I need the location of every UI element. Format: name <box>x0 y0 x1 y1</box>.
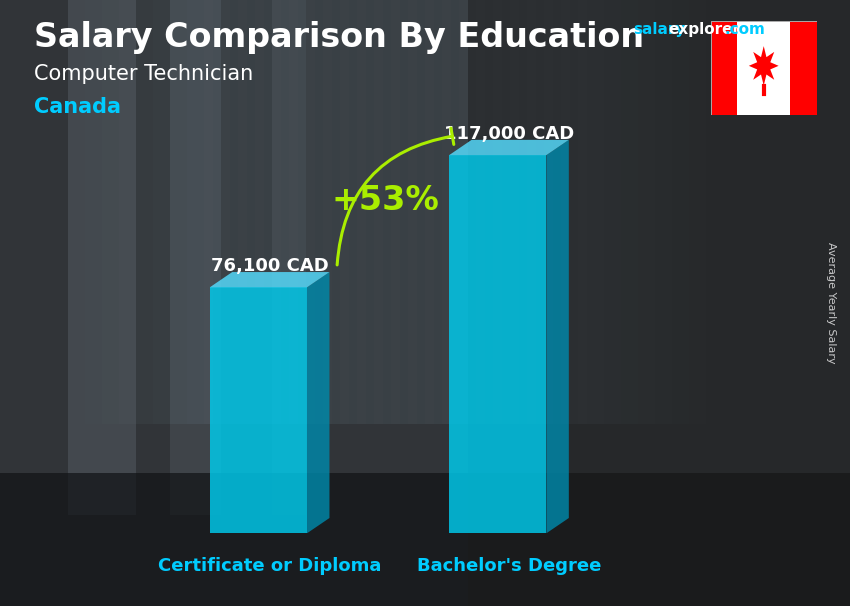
Bar <box>153 0 280 424</box>
Bar <box>255 0 382 424</box>
Bar <box>408 0 536 424</box>
Bar <box>468 0 850 606</box>
Text: explorer: explorer <box>668 22 740 38</box>
Bar <box>170 0 298 424</box>
Polygon shape <box>547 140 569 533</box>
Polygon shape <box>210 287 307 533</box>
Bar <box>289 0 416 424</box>
Text: +53%: +53% <box>332 184 439 217</box>
Bar <box>187 0 314 424</box>
Bar <box>493 0 620 424</box>
Text: 76,100 CAD: 76,100 CAD <box>211 257 328 275</box>
Polygon shape <box>449 140 569 155</box>
Text: Average Yearly Salary: Average Yearly Salary <box>826 242 836 364</box>
Polygon shape <box>307 272 330 533</box>
Polygon shape <box>749 46 779 85</box>
Text: Bachelor's Degree: Bachelor's Degree <box>416 558 601 575</box>
Text: 117,000 CAD: 117,000 CAD <box>444 125 574 143</box>
Polygon shape <box>210 272 330 287</box>
Text: .com: .com <box>724 22 765 38</box>
Bar <box>238 0 366 424</box>
Bar <box>68 0 136 515</box>
Bar <box>272 0 400 424</box>
Bar <box>272 0 306 515</box>
Bar <box>459 0 586 424</box>
Bar <box>119 0 246 424</box>
Bar <box>374 0 502 424</box>
Bar <box>357 0 484 424</box>
Bar <box>170 0 221 515</box>
Bar <box>711 21 737 115</box>
Bar <box>221 0 348 424</box>
Bar <box>306 0 434 424</box>
Bar <box>204 0 332 424</box>
Bar <box>510 0 638 424</box>
Bar <box>323 0 450 424</box>
Bar <box>476 0 604 424</box>
Text: Certificate or Diploma: Certificate or Diploma <box>158 558 382 575</box>
Text: Computer Technician: Computer Technician <box>34 64 253 84</box>
Bar <box>0 473 850 606</box>
Bar <box>425 0 552 424</box>
Bar <box>442 0 570 424</box>
Bar <box>561 0 688 424</box>
Bar <box>737 21 791 115</box>
Bar <box>578 0 705 424</box>
Bar <box>790 21 817 115</box>
Bar <box>102 0 230 424</box>
Text: Canada: Canada <box>34 97 121 117</box>
Bar <box>527 0 654 424</box>
Polygon shape <box>449 155 547 533</box>
Bar <box>340 0 468 424</box>
Text: Salary Comparison By Education: Salary Comparison By Education <box>34 21 644 54</box>
Bar <box>391 0 518 424</box>
Bar <box>136 0 264 424</box>
Bar <box>544 0 672 424</box>
Text: salary: salary <box>633 22 686 38</box>
FancyArrowPatch shape <box>337 128 454 265</box>
Bar <box>85 0 212 424</box>
